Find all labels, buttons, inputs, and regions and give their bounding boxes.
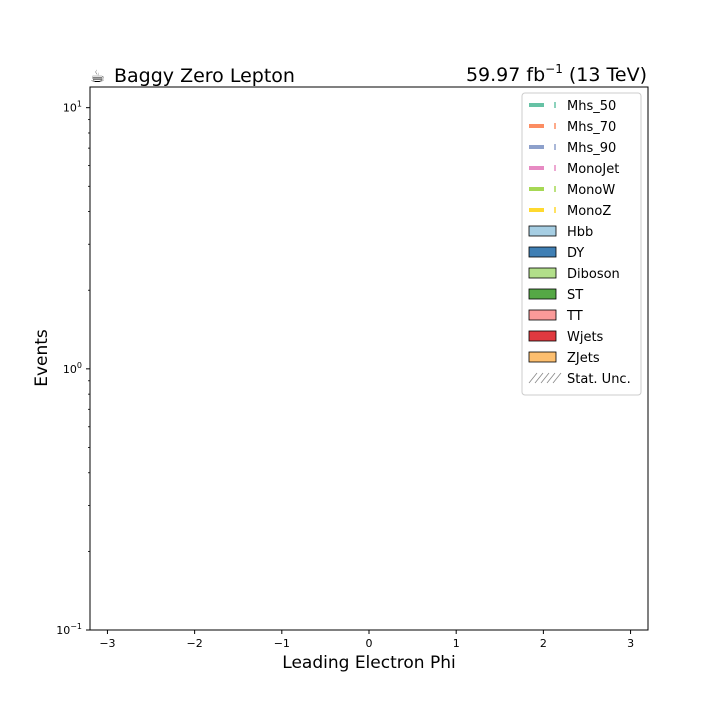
legend-swatch-box [528, 351, 557, 363]
legend-swatch-box [528, 330, 557, 342]
x-tick-label: −3 [99, 637, 115, 650]
legend-swatch-box [528, 225, 557, 237]
x-axis-ticks: −3 −2 −1 0 1 2 3 [99, 630, 634, 650]
lumi-energy: (13 TeV) [563, 64, 647, 86]
y-tick-exponent: −1 [70, 622, 82, 631]
x-tick-label: 0 [366, 637, 373, 650]
x-tick-label: 3 [627, 637, 634, 650]
y-tick-base: 10 [56, 624, 70, 637]
legend-label: DY [567, 246, 584, 261]
lumi-exponent: −1 [545, 62, 563, 76]
legend-swatch-box [528, 267, 557, 279]
x-tick-label: −2 [187, 637, 203, 650]
hatch-line [552, 372, 562, 384]
legend-label: MonoJet [567, 162, 619, 177]
legend-label: Mhs_70 [567, 120, 616, 135]
legend-label: Mhs_90 [567, 141, 616, 156]
hatch-line [540, 372, 550, 384]
y-tick-exponent: 1 [77, 100, 82, 109]
legend-label: Hbb [567, 225, 593, 240]
hatch-line [534, 372, 544, 384]
legend-swatch-box [528, 288, 557, 300]
y-tick-label: 10−1 [56, 622, 82, 637]
x-tick-label: −1 [274, 637, 290, 650]
y-tick-exponent: 0 [77, 361, 82, 370]
legend-label: Diboson [567, 267, 620, 282]
legend-label: MonoW [567, 183, 615, 198]
x-axis-label: Leading Electron Phi [282, 653, 455, 673]
luminosity-label: 59.97 fb−1 (13 TeV) [466, 62, 647, 86]
legend-label: ST [567, 288, 583, 303]
coffee-cup-icon: ☕ [90, 67, 105, 87]
legend-label: ZJets [567, 351, 600, 366]
legend-label: Wjets [567, 330, 604, 345]
legend-label: Stat. Unc. [567, 372, 631, 387]
legend: Mhs_50 Mhs_70 Mhs_90 MonoJet MonoW MonoZ Hbb DY… [521, 92, 642, 396]
legend-label: Mhs_50 [567, 99, 616, 114]
x-tick-label: 1 [453, 637, 460, 650]
legend-label: TT [566, 309, 583, 324]
y-axis-label: Events [32, 329, 52, 387]
x-tick-label: 2 [540, 637, 547, 650]
y-tick-base: 10 [63, 102, 77, 115]
hatch-line [546, 372, 556, 384]
hatch-line [528, 372, 538, 384]
legend-label: MonoZ [567, 204, 611, 219]
y-tick-label: 101 [63, 100, 82, 115]
legend-swatch-hatch [528, 372, 562, 384]
lumi-value: 59.97 fb [466, 64, 545, 86]
legend-swatch-box [528, 246, 557, 258]
y-tick-label: 100 [63, 361, 82, 376]
legend-swatch-box [528, 309, 557, 321]
chart-title: Baggy Zero Lepton [114, 65, 295, 87]
legend-box [521, 92, 642, 396]
y-tick-base: 10 [63, 363, 77, 376]
